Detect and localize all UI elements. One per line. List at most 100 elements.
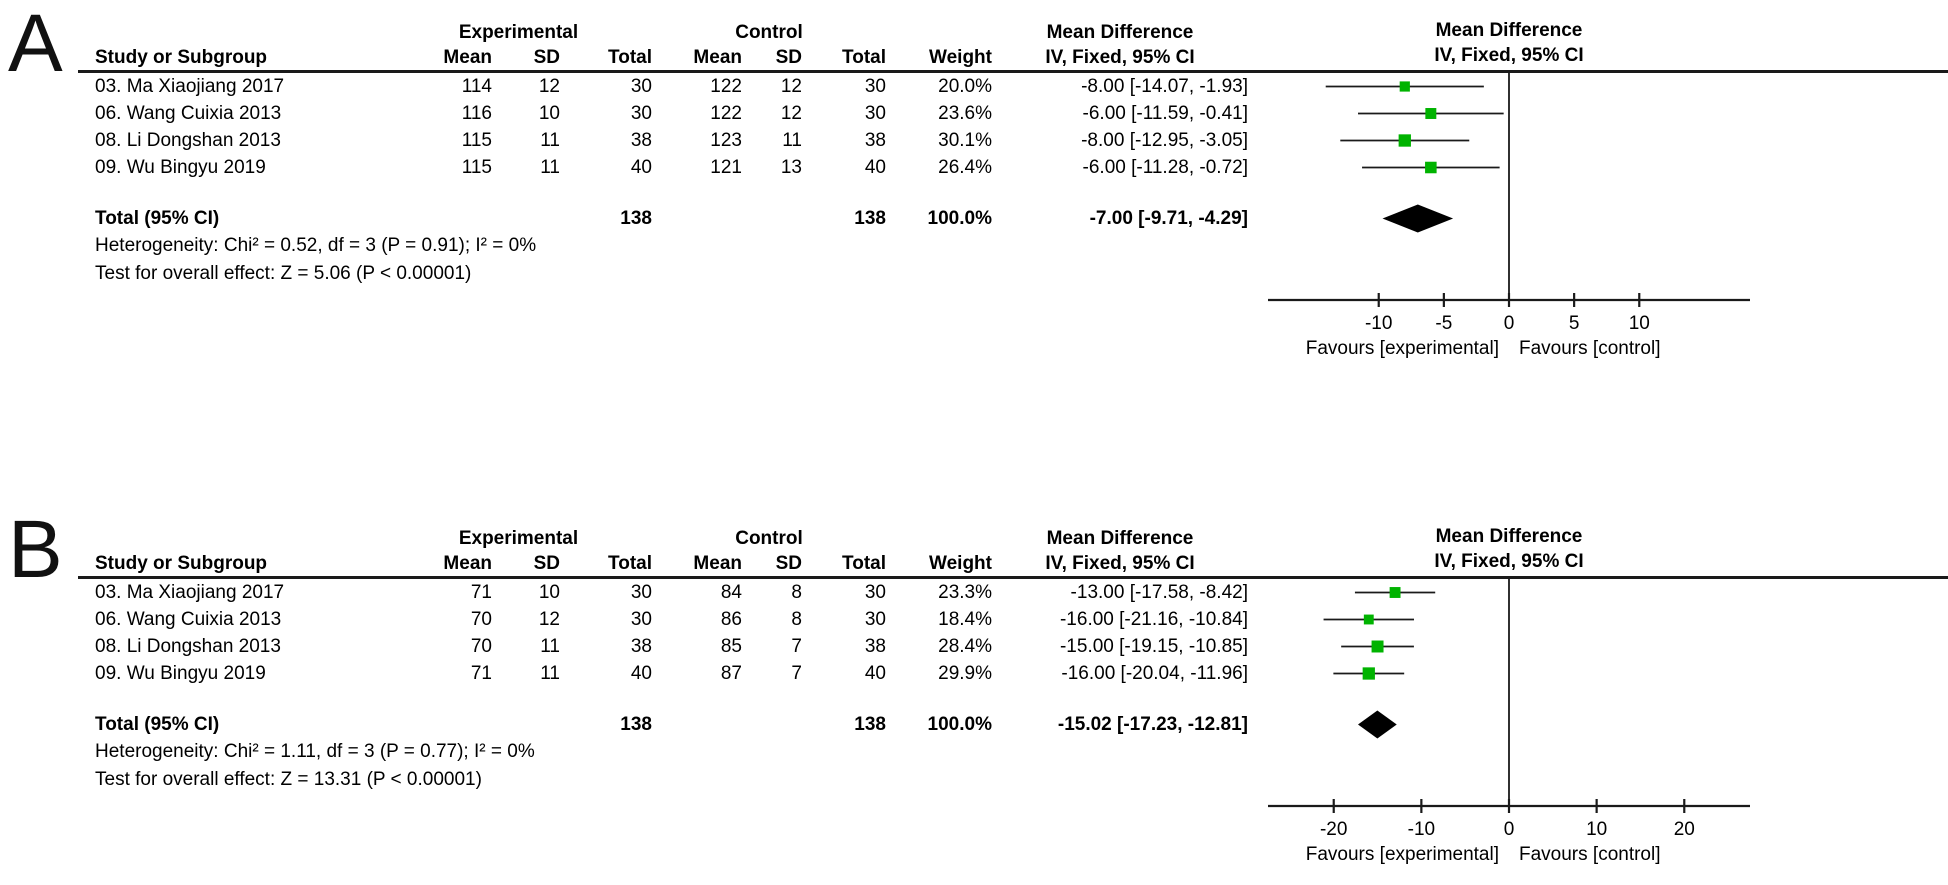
cell-e_total: 30 <box>630 103 652 124</box>
ctl-total-header: Total <box>842 553 886 574</box>
total-ctl-n: 138 <box>854 208 886 229</box>
study-rows: 03. Ma Xiaojiang 2017 71 10 30 84 8 30 23.3% -13… <box>95 579 1248 687</box>
cell-ci: -6.00 [-11.59, -0.41] <box>1082 103 1248 124</box>
study-column-header: Study or Subgroup <box>95 47 268 68</box>
exp-sd-header: SD <box>533 47 560 68</box>
cell-study: 09. Wu Bingyu 2019 <box>95 663 266 684</box>
cell-c_total: 40 <box>864 663 886 684</box>
cell-c_sd: 7 <box>791 663 802 684</box>
cell-c_total: 38 <box>864 636 886 657</box>
panel-b: B Experimental Control Mean Difference S… <box>0 504 1948 879</box>
study-row: 08. Li Dongshan 2013 70 11 38 85 7 38 28.4% -15.… <box>95 633 1248 660</box>
cell-study: 06. Wang Cuixia 2013 <box>95 609 282 630</box>
cell-e_total: 40 <box>630 663 652 684</box>
cell-c_total: 30 <box>864 582 886 603</box>
cell-e_total: 30 <box>630 609 652 630</box>
spacer <box>95 526 385 552</box>
point-estimate-marker <box>1371 640 1384 653</box>
point-estimate-marker <box>1389 587 1401 598</box>
axis-tick-label: 0 <box>1504 313 1515 334</box>
cell-c_sd: 12 <box>780 76 802 97</box>
study-row: 06. Wang Cuixia 2013 70 12 30 86 8 30 18.4% -16.… <box>95 606 1248 633</box>
axis-tick-label: -10 <box>1408 819 1435 840</box>
ctl-total-header: Total <box>842 47 886 68</box>
total-diamond <box>1382 204 1454 233</box>
total-weight: 100.0% <box>927 714 992 735</box>
cell-weight: 26.4% <box>938 157 992 178</box>
cell-e_sd: 11 <box>540 636 560 657</box>
cell-e_sd: 10 <box>538 582 560 603</box>
exp-sd-header: SD <box>533 553 560 574</box>
cell-c_total: 38 <box>864 130 886 151</box>
cell-e_total: 30 <box>630 582 652 603</box>
exp-total-header: Total <box>608 553 652 574</box>
point-estimate-marker <box>1363 614 1374 625</box>
point-estimate-marker <box>1399 81 1410 92</box>
header-rule <box>78 576 1948 579</box>
cell-e_mean: 70 <box>470 636 492 657</box>
cell-c_sd: 13 <box>780 157 802 178</box>
cell-study: 06. Wang Cuixia 2013 <box>95 103 282 124</box>
point-estimate-marker <box>1425 161 1437 174</box>
cell-study: 08. Li Dongshan 2013 <box>95 636 281 657</box>
cell-study: 03. Ma Xiaojiang 2017 <box>95 582 285 603</box>
plot-title: Mean Difference IV, Fixed, 95% CI <box>1268 18 1750 68</box>
cell-c_mean: 87 <box>720 663 742 684</box>
cell-c_mean: 122 <box>710 103 742 124</box>
ctl-mean-header: Mean <box>693 47 742 68</box>
cell-weight: 23.6% <box>938 103 992 124</box>
cell-ci: -16.00 [-20.04, -11.96] <box>1061 663 1248 684</box>
cell-c_sd: 7 <box>791 636 802 657</box>
study-row: 03. Ma Xiaojiang 2017 114 12 30 122 12 30 20.0%… <box>95 73 1248 100</box>
cell-e_mean: 116 <box>461 103 492 124</box>
panel-b-letter: B <box>8 504 63 595</box>
total-ci: -7.00 [-9.71, -4.29] <box>1089 208 1248 229</box>
experimental-group-header: Experimental <box>458 528 579 549</box>
control-group-header: Control <box>735 22 803 43</box>
axis-tick-label: -10 <box>1365 313 1392 334</box>
cell-e_sd: 11 <box>540 663 560 684</box>
favours-left-label: Favours [experimental] <box>1306 844 1499 865</box>
overall-effect-text: Test for overall effect: Z = 13.31 (P < … <box>95 769 482 790</box>
cell-weight: 20.0% <box>938 76 992 97</box>
point-estimate-marker <box>1425 108 1437 119</box>
point-estimate-marker <box>1398 134 1411 147</box>
axis-tick-label: -5 <box>1435 313 1452 334</box>
point-estimate-marker <box>1362 667 1375 680</box>
axis-tick-label: 20 <box>1674 819 1695 840</box>
cell-weight: 23.3% <box>938 582 992 603</box>
total-row: Total (95% CI) 138 138 100.0% -15.02 [-1… <box>95 711 1248 738</box>
total-ctl-n: 138 <box>854 714 886 735</box>
cell-e_total: 30 <box>630 76 652 97</box>
cell-e_total: 38 <box>630 636 652 657</box>
plot-title-line2: IV, Fixed, 95% CI <box>1434 45 1584 66</box>
cell-e_total: 38 <box>630 130 652 151</box>
mean-difference-column-header: Mean Difference <box>1046 528 1194 549</box>
plot-title-line2: IV, Fixed, 95% CI <box>1434 551 1584 572</box>
cell-e_sd: 11 <box>540 157 560 178</box>
weight-header: Weight <box>929 553 992 574</box>
panel-a: A Experimental Control Mean Difference S… <box>0 3 1948 372</box>
cell-e_total: 40 <box>630 157 652 178</box>
cell-ci: -13.00 [-17.58, -8.42] <box>1070 582 1248 603</box>
cell-c_sd: 12 <box>780 103 802 124</box>
overall-effect-text: Test for overall effect: Z = 5.06 (P < 0… <box>95 263 472 284</box>
experimental-group-header: Experimental <box>458 22 579 43</box>
cell-c_mean: 85 <box>720 636 742 657</box>
axis-tick-label: 5 <box>1569 313 1580 334</box>
cell-study: 03. Ma Xiaojiang 2017 <box>95 76 285 97</box>
cell-e_mean: 71 <box>470 582 492 603</box>
cell-ci: -8.00 [-14.07, -1.93] <box>1081 76 1248 97</box>
cell-c_sd: 8 <box>791 582 802 603</box>
mean-difference-column-header: Mean Difference <box>1046 22 1194 43</box>
cell-e_sd: 10 <box>538 103 560 124</box>
plot-title-line1: Mean Difference <box>1435 526 1583 547</box>
ctl-mean-header: Mean <box>693 553 742 574</box>
axis-tick-label: 10 <box>1586 819 1607 840</box>
forest-plot-a: -10 -5 0 5 10 Favours [experimental] Favours [… <box>1268 70 1750 359</box>
ctl-sd-header: SD <box>775 553 802 574</box>
cell-c_mean: 121 <box>710 157 742 178</box>
spacer <box>95 20 385 46</box>
total-label: Total (95% CI) <box>95 714 220 735</box>
study-row: 09. Wu Bingyu 2019 71 11 40 87 7 40 29.9% -16.00… <box>95 660 1248 687</box>
